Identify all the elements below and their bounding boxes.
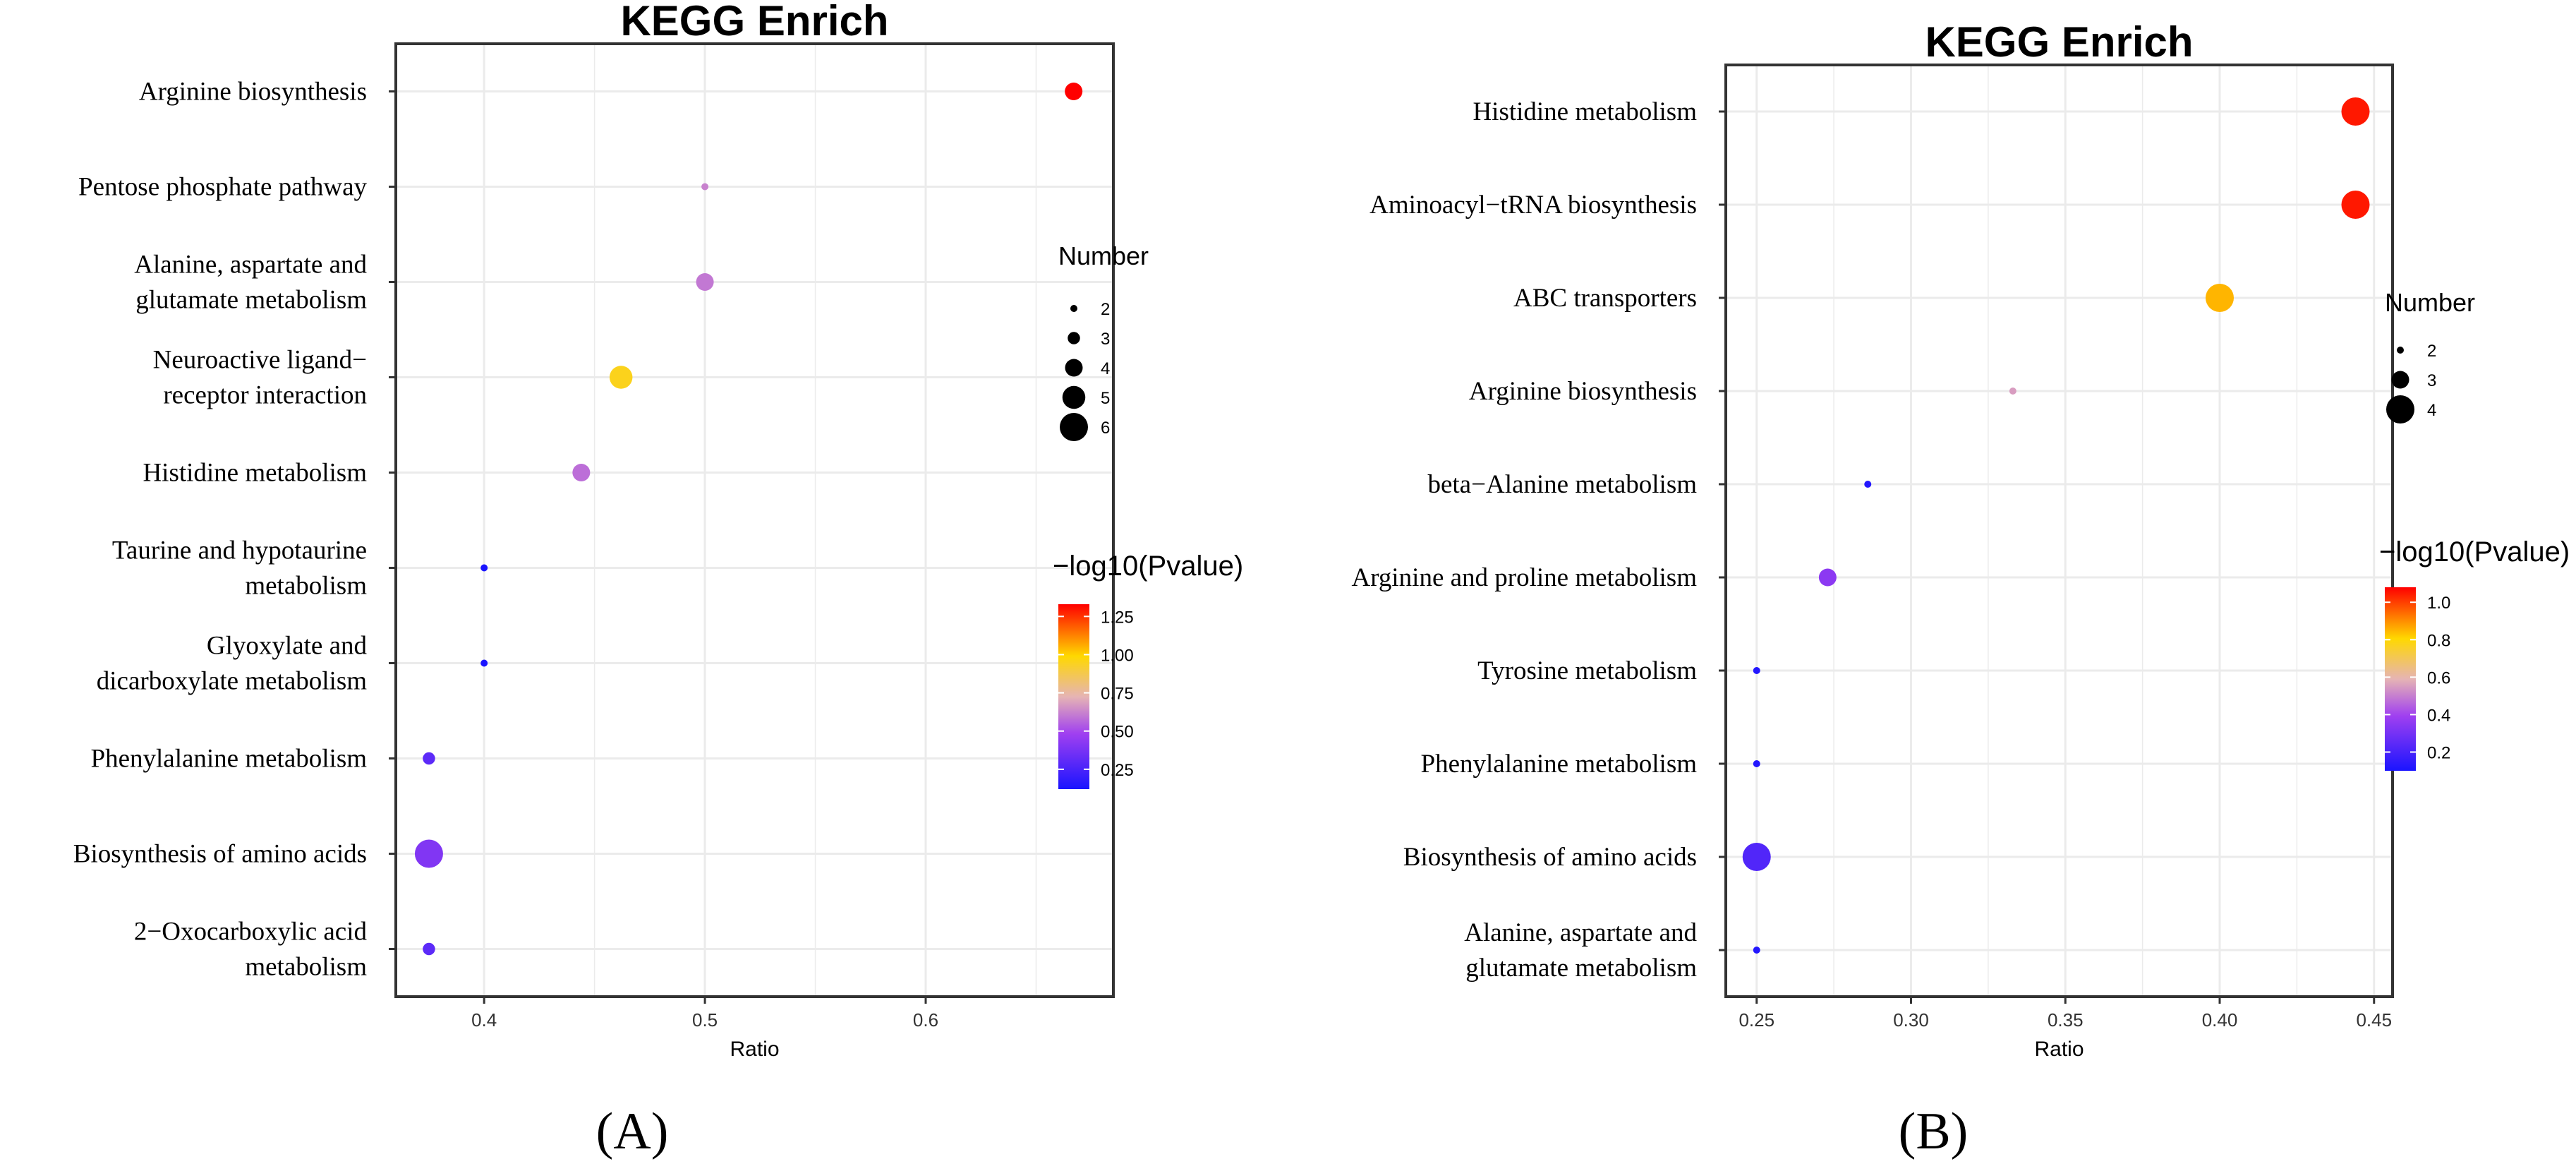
y-category-label: Alanine, aspartate and — [134, 251, 367, 280]
x-axis-title: Ratio — [2034, 1038, 2084, 1061]
data-point — [1864, 481, 1872, 488]
y-category-label: Glyoxylate and — [207, 632, 368, 661]
data-point — [1065, 83, 1083, 100]
data-point — [701, 183, 709, 191]
data-point — [1818, 568, 1837, 587]
y-category-label: Aminoacyl−tRNA biosynthesis — [1369, 191, 1697, 220]
colorbar — [1058, 604, 1089, 789]
colorbar — [2385, 587, 2416, 771]
size-legend-key — [1068, 332, 1080, 344]
size-legend-key — [2397, 347, 2404, 354]
y-category-label: 2−Oxocarboxylic acid — [134, 918, 368, 947]
y-category-label: Arginine and proline metabolism — [1352, 563, 1698, 592]
y-category-label: beta−Alanine metabolism — [1427, 470, 1697, 499]
plot-background — [1726, 65, 2393, 997]
x-axis-title: Ratio — [730, 1038, 779, 1061]
data-point — [1753, 667, 1760, 674]
y-category-label: metabolism — [245, 953, 367, 982]
colorbar-tick-label: 0.4 — [2427, 706, 2450, 725]
data-point — [572, 464, 591, 481]
size-legend-label: 2 — [1101, 300, 1110, 319]
y-category-label: Histidine metabolism — [1473, 97, 1697, 126]
data-point — [2206, 284, 2234, 312]
size-legend-title: Number — [2385, 288, 2475, 317]
x-tick-label: 0.4 — [471, 1009, 497, 1031]
y-category-label: Biosynthesis of amino acids — [1403, 843, 1697, 872]
size-legend-label: 4 — [1101, 359, 1110, 378]
data-point — [1753, 760, 1760, 767]
colorbar-tick-label: 0.25 — [1101, 761, 1134, 780]
panel-label: (A) — [596, 1103, 669, 1160]
x-tick-label: 0.35 — [2048, 1009, 2084, 1031]
y-category-label: receptor interaction — [163, 381, 367, 410]
size-legend-title: Number — [1058, 241, 1149, 270]
size-legend-key — [2386, 395, 2414, 424]
size-legend-key — [1070, 305, 1077, 312]
y-category-label: Arginine biosynthesis — [1469, 377, 1697, 406]
colorbar-tick-label: 1.0 — [2427, 594, 2450, 613]
data-point — [414, 839, 443, 868]
data-point — [423, 752, 435, 765]
y-category-label: Biosynthesis of amino acids — [73, 840, 367, 869]
data-point — [1742, 843, 1771, 871]
size-legend-label: 4 — [2427, 401, 2436, 420]
data-point — [696, 273, 714, 291]
colorbar-tick-label: 0.8 — [2427, 631, 2450, 650]
x-tick-label: 0.25 — [1739, 1009, 1774, 1031]
plot-background — [396, 44, 1113, 997]
x-tick-label: 0.6 — [913, 1009, 938, 1031]
data-point — [480, 564, 488, 572]
size-legend-label: 6 — [1101, 419, 1110, 438]
size-legend-label: 2 — [2427, 342, 2436, 361]
size-legend-label: 3 — [1101, 330, 1110, 349]
y-category-label: glutamate metabolism — [135, 286, 367, 315]
y-category-label: ABC transporters — [1513, 284, 1697, 313]
data-point — [480, 659, 488, 667]
y-category-label: glutamate metabolism — [1465, 954, 1697, 983]
panel-label: (B) — [1899, 1103, 1969, 1160]
data-point — [609, 366, 633, 389]
panel-a-chart: KEGG Enrich 0.4 0.5 0.6 Ratio Arginine biosyn… — [73, 0, 1243, 1160]
data-point — [2341, 191, 2370, 219]
colorbar-tick-label: 0.2 — [2427, 743, 2450, 762]
y-category-label: Tyrosine metabolism — [1477, 656, 1697, 685]
y-category-label: Phenylalanine metabolism — [1421, 750, 1698, 779]
size-legend-key — [1060, 413, 1088, 441]
colorbar-tick-label: 1.00 — [1101, 646, 1134, 665]
size-legend-label: 3 — [2427, 371, 2436, 390]
chart-title: KEGG Enrich — [620, 0, 888, 44]
plot-frame — [394, 42, 1115, 998]
color-legend-title: −log10(Pvalue) — [2379, 536, 2570, 568]
chart-title: KEGG Enrich — [1925, 18, 2193, 66]
x-tick-label: 0.45 — [2356, 1009, 2392, 1031]
colorbar-tick-label: 0.75 — [1101, 685, 1134, 704]
data-point — [2009, 388, 2016, 395]
colorbar-tick-label: 0.6 — [2427, 668, 2450, 687]
y-category-label: Taurine and hypotaurine — [112, 536, 367, 565]
x-tick-label: 0.30 — [1893, 1009, 1929, 1031]
y-category-label: Histidine metabolism — [143, 459, 367, 488]
size-legend-key — [1062, 385, 1086, 409]
y-category-label: Phenylalanine metabolism — [91, 745, 368, 774]
size-legend-key — [1065, 359, 1083, 377]
data-point — [1753, 947, 1760, 954]
y-category-label: Neuroactive ligand− — [153, 346, 367, 375]
y-category-label: metabolism — [245, 572, 367, 601]
color-legend-title: −log10(Pvalue) — [1053, 551, 1243, 582]
colorbar-tick-label: 1.25 — [1101, 608, 1134, 627]
y-category-label: Arginine biosynthesis — [139, 78, 367, 107]
y-category-label: Alanine, aspartate and — [1464, 918, 1697, 947]
panel-b-chart: KEGG Enrich 0.25 0.30 0.35 0.40 0.45 Ratio Hist… — [1352, 18, 2570, 1160]
size-legend-label: 5 — [1101, 389, 1110, 408]
colorbar-tick-label: 0.50 — [1101, 723, 1134, 742]
data-point — [2341, 97, 2370, 126]
x-tick-label: 0.5 — [692, 1009, 718, 1031]
plot-frame — [1724, 64, 2394, 998]
size-legend-key — [2391, 371, 2409, 389]
y-category-label: dicarboxylate metabolism — [97, 667, 367, 696]
data-point — [423, 942, 435, 956]
y-category-label: Pentose phosphate pathway — [78, 173, 367, 202]
x-tick-label: 0.40 — [2202, 1009, 2238, 1031]
